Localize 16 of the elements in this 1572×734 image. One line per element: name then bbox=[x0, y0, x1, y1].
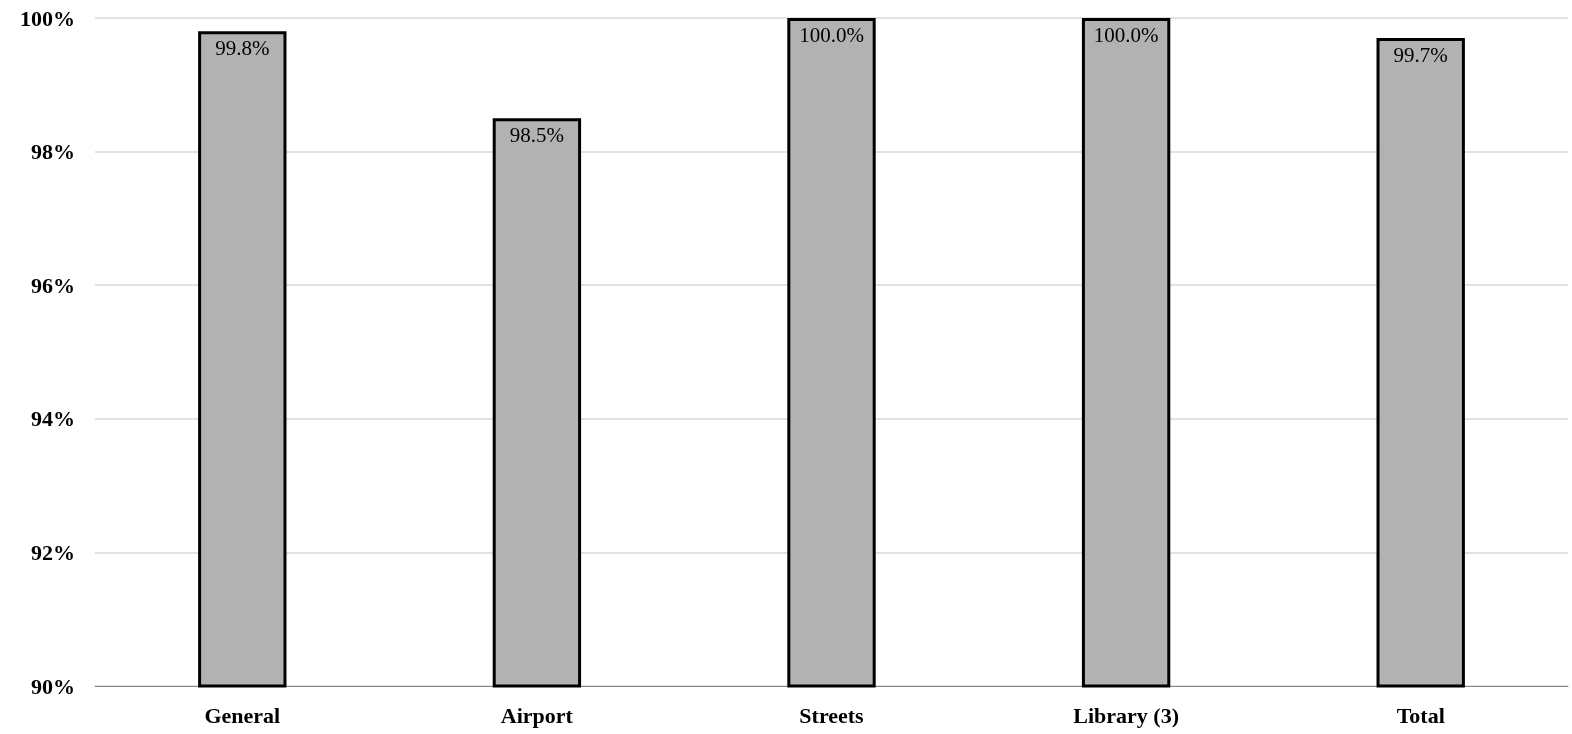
y-tick-label: 90% bbox=[31, 673, 75, 699]
y-tick-label: 98% bbox=[31, 139, 75, 165]
y-tick-label: 92% bbox=[31, 539, 75, 565]
y-tick-label: 96% bbox=[31, 272, 75, 298]
data-label: 99.7% bbox=[1393, 42, 1448, 67]
x-tick-label: General bbox=[204, 702, 281, 728]
data-label: 98.5% bbox=[509, 122, 565, 147]
data-label: 100.0% bbox=[1093, 22, 1159, 47]
x-tick-label: Library (3) bbox=[1073, 702, 1179, 728]
x-tick-label: Airport bbox=[500, 702, 574, 728]
y-tick-label: 100% bbox=[20, 5, 75, 31]
x-tick-label: Total bbox=[1396, 702, 1445, 728]
data-label: 99.8% bbox=[215, 35, 270, 60]
data-label: 100.0% bbox=[799, 22, 864, 47]
y-tick-label: 94% bbox=[31, 406, 75, 432]
x-tick-label: Streets bbox=[799, 702, 865, 728]
